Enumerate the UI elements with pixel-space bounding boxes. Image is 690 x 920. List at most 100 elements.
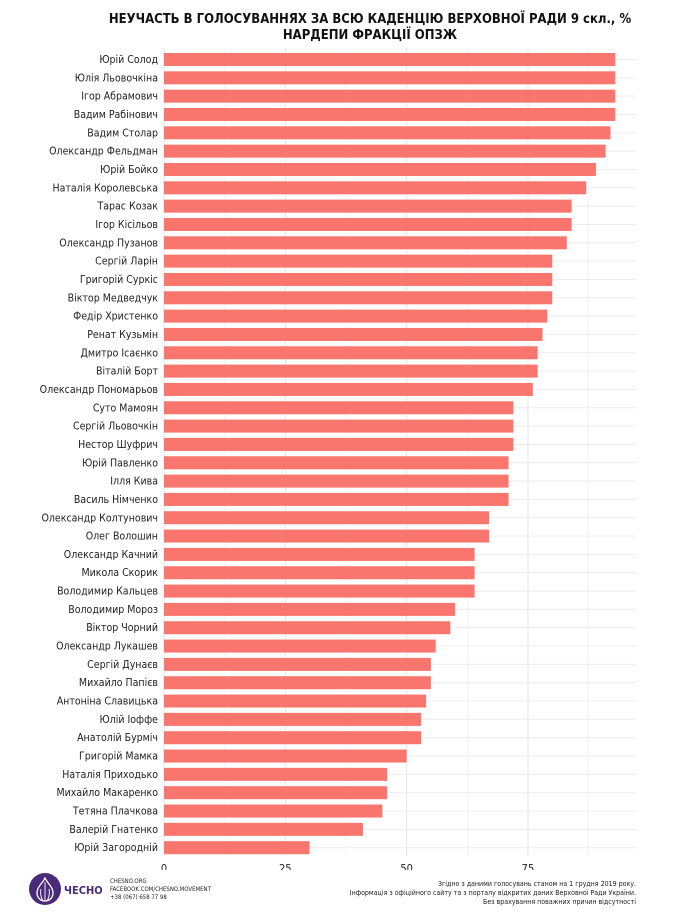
category-label: Григорій Мамка bbox=[79, 751, 158, 763]
category-label: Володимир Кальцев bbox=[57, 586, 158, 598]
bar bbox=[164, 89, 616, 103]
category-label: Дмитро Ісаєнко bbox=[80, 347, 158, 359]
bar bbox=[164, 712, 422, 726]
bar bbox=[164, 804, 383, 818]
x-tick-label: 25 bbox=[279, 862, 292, 870]
bar bbox=[164, 602, 456, 616]
bar bbox=[164, 382, 533, 396]
bar bbox=[164, 364, 538, 378]
bar bbox=[164, 309, 548, 323]
bar-chart: Юрій Солод Юлія Льовочкіна Ігор Абрамович В… bbox=[40, 48, 636, 870]
category-label: Віталій Борт bbox=[96, 366, 158, 378]
bar bbox=[164, 767, 388, 781]
category-label: Сергій Ларін bbox=[95, 256, 158, 268]
bar bbox=[164, 437, 514, 451]
bar bbox=[164, 181, 587, 195]
bar bbox=[164, 529, 490, 543]
bar bbox=[164, 71, 616, 85]
category-label: Федір Христенко bbox=[73, 311, 158, 323]
x-tick-label: 0 bbox=[161, 862, 167, 870]
category-label: Суто Мамоян bbox=[93, 402, 158, 414]
bar bbox=[164, 566, 475, 580]
category-label: Олександр Качний bbox=[64, 549, 158, 561]
website: CHESNO.ORG bbox=[110, 878, 147, 885]
category-label: Антоніна Славицька bbox=[57, 696, 158, 708]
bar bbox=[164, 749, 407, 763]
category-label: Тетяна Плачкова bbox=[72, 806, 158, 818]
bar bbox=[164, 511, 490, 525]
note-line: Інформація з офіційного сайту та з порта… bbox=[349, 889, 636, 897]
bar bbox=[164, 199, 572, 213]
category-label: Юрій Павленко bbox=[82, 457, 158, 469]
category-label: Юрій Бойко bbox=[100, 164, 158, 176]
bar bbox=[164, 162, 596, 176]
bar bbox=[164, 107, 616, 121]
category-label: Анатолій Бурміч bbox=[77, 732, 158, 744]
category-label: Володимир Мороз bbox=[68, 604, 158, 616]
title-line: НЕУЧАСТЬ В ГОЛОСУВАННЯХ ЗА ВСЮ КАДЕНЦІЮ … bbox=[108, 12, 632, 27]
bar bbox=[164, 419, 514, 433]
bar bbox=[164, 731, 422, 745]
bar bbox=[164, 291, 553, 305]
category-label: Наталія Приходько bbox=[62, 769, 158, 781]
x-tick-label: 50 bbox=[400, 862, 413, 870]
bar bbox=[164, 254, 553, 268]
category-label: Ігор Абрамович bbox=[81, 91, 158, 103]
bar bbox=[164, 492, 509, 506]
category-label: Олександр Фельдман bbox=[49, 146, 158, 158]
bar bbox=[164, 621, 451, 635]
phone: +38 (067) 658 77 98 bbox=[110, 894, 167, 901]
subtitle-line: НАРДЕПИ ФРАКЦІЇ ОПЗЖ bbox=[282, 28, 458, 43]
category-label: Юрій Загородній bbox=[74, 842, 158, 854]
category-label: Ілля Кива bbox=[110, 476, 158, 488]
bar bbox=[164, 474, 509, 488]
bar bbox=[164, 639, 436, 653]
category-label: Сергій Дунаєв bbox=[87, 659, 158, 671]
x-tick-label: 75 bbox=[522, 862, 535, 870]
chart-title: НЕУЧАСТЬ В ГОЛОСУВАННЯХ ЗА ВСЮ КАДЕНЦІЮ … bbox=[100, 12, 640, 44]
note-line: Згідно з даними голосувань станом на 1 г… bbox=[437, 880, 636, 888]
facebook: FACEBOOK.COM/CHESNO.MOVEMENT bbox=[110, 886, 211, 893]
bar bbox=[164, 786, 388, 800]
bar bbox=[164, 126, 611, 140]
bar bbox=[164, 584, 475, 598]
bar bbox=[164, 456, 509, 470]
bar bbox=[164, 657, 431, 671]
bar bbox=[164, 327, 543, 341]
category-label: Віктор Медведчук bbox=[68, 292, 159, 304]
bar bbox=[164, 676, 431, 690]
bar bbox=[164, 547, 475, 561]
garlic-logo-icon bbox=[29, 873, 61, 905]
bar bbox=[164, 53, 616, 66]
note-line: Без врахування поважних причин відсутнос… bbox=[483, 898, 636, 906]
category-label: Олександр Лукашев bbox=[56, 641, 158, 653]
category-label: Юлія Льовочкіна bbox=[75, 72, 158, 84]
category-label: Ренат Кузьмін bbox=[87, 329, 158, 341]
bar bbox=[164, 144, 606, 158]
bar bbox=[164, 346, 538, 360]
category-label: Вадим Столар bbox=[87, 127, 158, 139]
category-label: Юрій Солод bbox=[99, 54, 158, 66]
bar bbox=[164, 694, 427, 708]
category-label: Олександр Колтунович bbox=[41, 512, 158, 524]
chesno-logo bbox=[28, 872, 62, 910]
category-label: Олександр Пономарьов bbox=[40, 384, 159, 396]
category-label: Михайло Макаренко bbox=[56, 787, 158, 799]
category-label: Олег Волошин bbox=[86, 531, 158, 543]
bar bbox=[164, 272, 553, 286]
source-notes: Згідно з даними голосувань станом на 1 г… bbox=[350, 880, 636, 907]
category-label: Юлій Іоффе bbox=[99, 714, 158, 726]
category-label: Нестор Шуфрич bbox=[78, 439, 158, 451]
bar bbox=[164, 822, 363, 836]
brand-name: ЧЕСНО bbox=[64, 884, 103, 897]
category-label: Вадим Рабінович bbox=[74, 109, 158, 121]
category-label: Ігор Кісільов bbox=[95, 219, 158, 231]
category-label: Тарас Козак bbox=[96, 201, 158, 213]
category-label: Наталія Королевська bbox=[53, 182, 158, 194]
bar bbox=[164, 236, 567, 250]
bar bbox=[164, 401, 514, 415]
bar bbox=[164, 217, 572, 231]
category-label: Григорій Суркіс bbox=[80, 274, 158, 286]
bar bbox=[164, 841, 310, 855]
contacts: CHESNO.ORG FACEBOOK.COM/CHESNO.MOVEMENT … bbox=[110, 878, 211, 902]
